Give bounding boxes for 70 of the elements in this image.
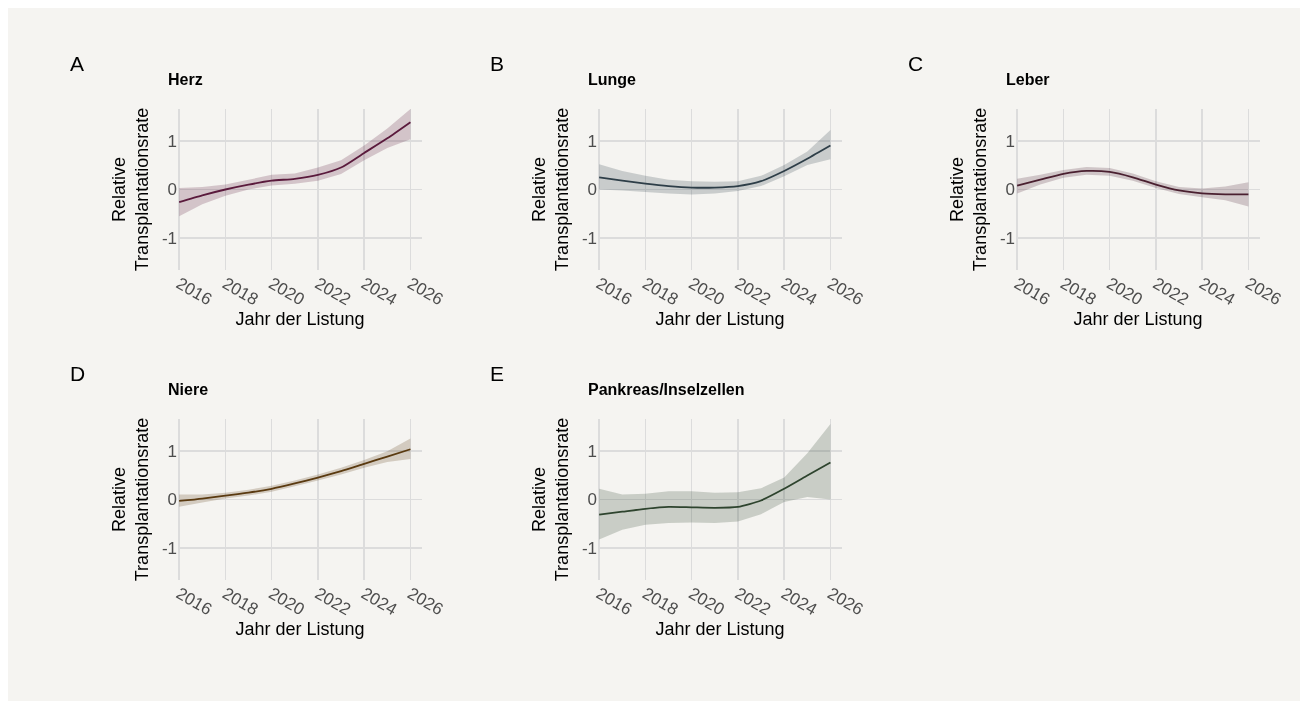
x-tick-label: 2022	[311, 583, 354, 620]
x-tick-label: 2018	[219, 273, 262, 310]
chart-title: Pankreas/Inselzellen	[588, 381, 745, 398]
text: D	[70, 362, 86, 385]
y-tick-label: 0	[1005, 180, 1015, 200]
y-tick-label: -1	[999, 229, 1015, 249]
y-tick-label: 0	[587, 180, 597, 200]
line-series	[178, 121, 412, 204]
chart-title: Lunge	[588, 71, 637, 88]
x-axis-title: Jahr der Listung	[235, 619, 365, 640]
y-tick-label: 0	[167, 490, 177, 510]
x-tick-label: 2022	[731, 583, 774, 620]
y-tick-label: -1	[161, 229, 177, 249]
chart-title: Niere	[168, 381, 209, 398]
y-axis-title: Relative Transplantationsrate	[528, 107, 573, 272]
x-tick-label: 2016	[592, 273, 636, 310]
y-tick-label: 1	[587, 131, 597, 151]
line-series	[178, 448, 412, 502]
x-axis-title: Jahr der Listung	[655, 309, 785, 330]
x-axis-title: Jahr der Listung	[655, 619, 785, 640]
y-axis-title: Relative Transplantationsrate	[108, 417, 153, 582]
chart-title: Leber	[1006, 71, 1050, 88]
x-tick-label: 2020	[685, 583, 728, 620]
y-tick-label: 0	[167, 180, 177, 200]
chart-title: Herz	[168, 71, 203, 88]
y-axis-title: Relative Transplantationsrate	[528, 417, 573, 582]
x-tick-label: 2024	[777, 583, 821, 620]
x-tick-label: 2018	[639, 583, 682, 620]
y-tick-label: 1	[167, 441, 177, 461]
line-series	[598, 144, 832, 189]
x-tick-label: 2018	[1057, 273, 1100, 310]
x-tick-label: 2016	[592, 583, 636, 620]
y-tick-label: 1	[167, 131, 177, 151]
y-tick-label: -1	[161, 539, 177, 559]
y-axis-title: Relative Transplantationsrate	[108, 107, 153, 272]
x-tick-label: 2020	[265, 583, 308, 620]
x-tick-label: 2024	[777, 273, 821, 310]
line-series	[1016, 170, 1250, 196]
x-tick-label: 2020	[265, 273, 308, 310]
x-axis-title: Jahr der Listung	[235, 309, 365, 330]
x-tick-label: 2020	[1103, 273, 1146, 310]
x-tick-label: 2018	[639, 273, 682, 310]
x-tick-label: 2016	[172, 583, 216, 620]
x-tick-label: 2018	[219, 583, 262, 620]
x-tick-label: 2016	[1010, 273, 1054, 310]
text: B	[490, 52, 505, 75]
x-tick-label: 2026	[404, 583, 447, 620]
x-tick-label: 2026	[824, 583, 867, 620]
x-tick-label: 2022	[1149, 273, 1192, 310]
x-tick-label: 2022	[311, 273, 354, 310]
y-tick-label: 0	[587, 490, 597, 510]
text: A	[70, 52, 85, 75]
text: C	[908, 52, 924, 75]
x-tick-label: 2024	[357, 583, 401, 620]
line-series	[598, 461, 832, 516]
x-tick-label: 2020	[685, 273, 728, 310]
x-tick-label: 2016	[172, 273, 216, 310]
x-tick-label: 2022	[731, 273, 774, 310]
y-tick-label: 1	[587, 441, 597, 461]
y-tick-label: -1	[581, 539, 597, 559]
text: E	[490, 362, 505, 385]
x-tick-label: 2026	[824, 273, 867, 310]
x-tick-label: 2026	[404, 273, 447, 310]
x-tick-label: 2026	[1242, 273, 1285, 310]
y-axis-title: Relative Transplantationsrate	[946, 107, 991, 272]
x-tick-label: 2024	[1195, 273, 1239, 310]
y-tick-label: 1	[1005, 131, 1015, 151]
x-axis-title: Jahr der Listung	[1073, 309, 1203, 330]
x-tick-label: 2024	[357, 273, 401, 310]
y-tick-label: -1	[581, 229, 597, 249]
